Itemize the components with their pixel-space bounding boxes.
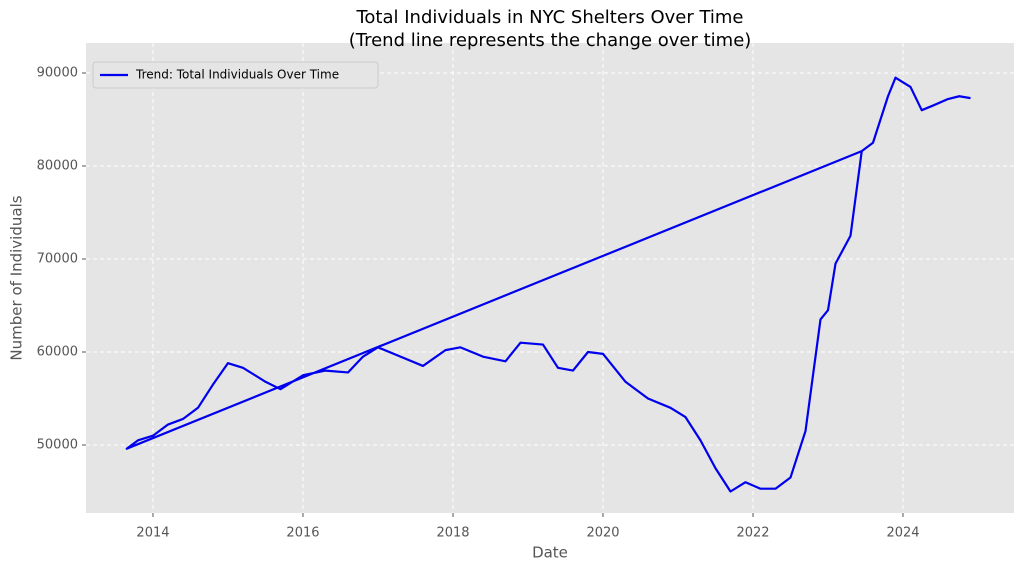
y-tick-label: 80000 <box>37 159 78 174</box>
chart-title: Total Individuals in NYC Shelters Over T… <box>355 7 743 28</box>
x-axis-label: Date <box>532 544 568 562</box>
y-tick-label: 70000 <box>37 252 78 267</box>
chart-subtitle: (Trend line represents the change over t… <box>349 30 752 51</box>
legend-box <box>92 61 379 89</box>
x-tick-label: 2024 <box>886 526 919 541</box>
y-axis-label: Number of Individuals <box>8 195 26 360</box>
data-line <box>125 76 971 493</box>
x-tick-label: 2014 <box>136 526 169 541</box>
x-tick-label: 2020 <box>586 526 619 541</box>
y-tick-label: 90000 <box>37 66 78 81</box>
x-tick-label: 2022 <box>736 526 769 541</box>
y-tick-label: 60000 <box>37 344 78 359</box>
x-tick-label: 2016 <box>286 526 319 541</box>
y-tick-label: 50000 <box>37 437 78 452</box>
legend-label: Trend: Total Individuals Over Time <box>135 68 339 82</box>
x-tick-label: 2018 <box>436 526 469 541</box>
